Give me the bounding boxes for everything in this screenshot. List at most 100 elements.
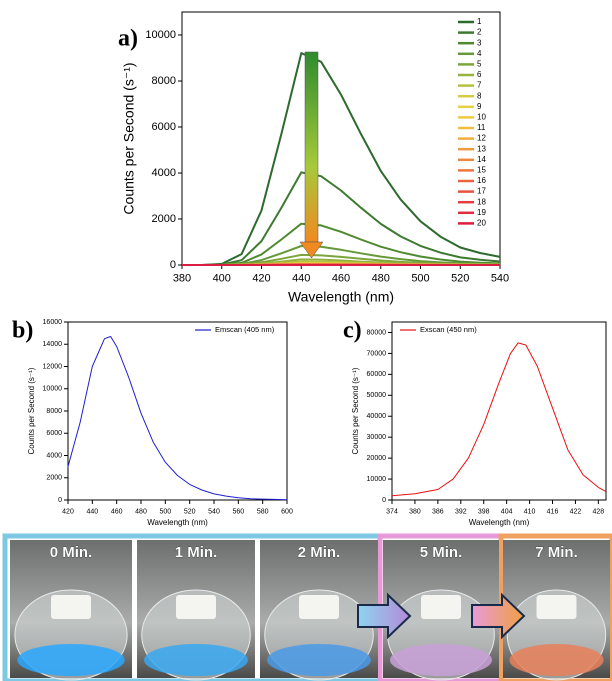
photo-label: 1 Min. xyxy=(175,544,218,561)
y-tick-label: 8000 xyxy=(46,408,62,415)
x-tick-label: 560 xyxy=(232,508,244,515)
x-tick-label: 480 xyxy=(372,272,390,284)
chart: 0 2000 4000 6000 8000 10000 12000 14000 16000 420… xyxy=(12,318,293,528)
legend-label: 5 xyxy=(477,60,482,69)
y-tick-label: 12000 xyxy=(43,363,63,370)
x-tick-label: 480 xyxy=(135,508,147,515)
legend-label: 1 xyxy=(477,17,482,26)
y-tick-label: 80000 xyxy=(367,329,387,336)
y-tick-label: 30000 xyxy=(367,434,387,441)
y-tick-label: 10000 xyxy=(367,476,387,483)
step-arrow xyxy=(471,592,526,640)
photo: 1 Min. xyxy=(137,540,255,681)
legend-label: 3 xyxy=(477,38,482,47)
flask-label xyxy=(176,595,216,619)
x-tick-label: 520 xyxy=(451,272,469,284)
y-tick-label: 50000 xyxy=(367,392,387,399)
y-tick-label: 60000 xyxy=(367,371,387,378)
y-tick-label: 14000 xyxy=(43,341,63,348)
photo-label: 0 Min. xyxy=(50,544,93,561)
x-tick-label: 460 xyxy=(111,508,123,515)
panel-label: c) xyxy=(343,318,362,344)
legend-label: 10 xyxy=(477,113,486,122)
liquid xyxy=(509,644,604,676)
x-tick-label: 392 xyxy=(455,508,467,515)
legend-label: 6 xyxy=(477,70,482,79)
legend-label: 14 xyxy=(477,155,486,164)
legend-label: 9 xyxy=(477,102,482,111)
photo: 7 Min. xyxy=(503,540,610,681)
y-tick-label: 6000 xyxy=(46,430,62,437)
y-tick-label: 40000 xyxy=(367,413,387,420)
x-tick-label: 460 xyxy=(332,272,350,284)
x-tick-label: 398 xyxy=(478,508,490,515)
x-tick-label: 416 xyxy=(547,508,559,515)
chart: 0 10000 20000 30000 40000 50000 60000 70000 8000… xyxy=(343,318,607,527)
flask-label xyxy=(421,595,461,619)
y-tick-label: 70000 xyxy=(367,350,387,357)
x-tick-label: 400 xyxy=(213,272,231,284)
data-line xyxy=(391,342,607,497)
flask-label xyxy=(299,595,339,619)
panel-label: b) xyxy=(12,318,33,344)
y-tick-label: 0 xyxy=(58,497,62,504)
liquid xyxy=(144,644,248,676)
x-tick-label: 500 xyxy=(159,508,171,515)
photo: 0 Min. xyxy=(10,540,132,681)
x-axis-label: Wavelength (nm) xyxy=(469,518,530,527)
step-arrow xyxy=(357,592,412,640)
legend-label: 15 xyxy=(477,166,486,175)
flask-label xyxy=(51,595,91,619)
legend-label: 7 xyxy=(477,81,482,90)
x-tick-label: 428 xyxy=(593,508,605,515)
photo-label: 5 Min. xyxy=(420,544,463,561)
y-axis-label: Counts per Second (s⁻¹) xyxy=(121,62,137,214)
legend-label: 19 xyxy=(477,208,486,217)
x-tick-label: 410 xyxy=(524,508,536,515)
plot-frame xyxy=(391,321,607,501)
data-line xyxy=(182,171,501,266)
legend-label: 16 xyxy=(477,176,486,185)
x-axis-label: Wavelength (nm) xyxy=(147,518,208,527)
x-tick-label: 440 xyxy=(86,508,98,515)
y-tick-label: 20000 xyxy=(367,455,387,462)
y-tick-label: 4000 xyxy=(46,452,62,459)
legend-label: 17 xyxy=(477,187,486,196)
x-tick-label: 380 xyxy=(409,508,421,515)
legend-label: Exscan (450 nm) xyxy=(420,325,477,334)
x-tick-label: 420 xyxy=(62,508,74,515)
x-tick-label: 500 xyxy=(411,272,429,284)
x-tick-label: 520 xyxy=(184,508,196,515)
photo-label: 7 Min. xyxy=(535,544,578,561)
flask-label xyxy=(536,595,577,619)
legend-label: 12 xyxy=(477,134,486,143)
x-tick-label: 540 xyxy=(208,508,220,515)
legend-label: 8 xyxy=(477,91,482,100)
x-tick-label: 422 xyxy=(570,508,582,515)
liquid xyxy=(267,644,371,676)
y-tick-label: 8000 xyxy=(152,75,176,87)
x-tick-label: 374 xyxy=(386,508,398,515)
x-tick-label: 540 xyxy=(491,272,509,284)
legend-label: 20 xyxy=(477,219,486,228)
x-axis-label: Wavelength (nm) xyxy=(288,289,394,305)
x-tick-label: 600 xyxy=(281,508,293,515)
x-tick-label: 440 xyxy=(292,272,310,284)
legend-label: 4 xyxy=(477,49,482,58)
panel-label: a) xyxy=(118,26,138,52)
plot-frame xyxy=(67,321,288,501)
y-tick-label: 4000 xyxy=(152,167,176,179)
y-tick-label: 0 xyxy=(382,497,386,504)
legend-label: 11 xyxy=(477,123,486,132)
legend-label: Emscan (405 nm) xyxy=(215,325,275,334)
y-tick-label: 0 xyxy=(170,259,176,271)
photo-label: 2 Min. xyxy=(298,544,341,561)
plot-frame xyxy=(181,11,501,266)
y-axis-label: Counts per Second (s⁻¹) xyxy=(351,367,360,454)
x-tick-label: 420 xyxy=(252,272,270,284)
photo: 2 Min. xyxy=(260,540,378,681)
y-tick-label: 16000 xyxy=(43,319,63,326)
